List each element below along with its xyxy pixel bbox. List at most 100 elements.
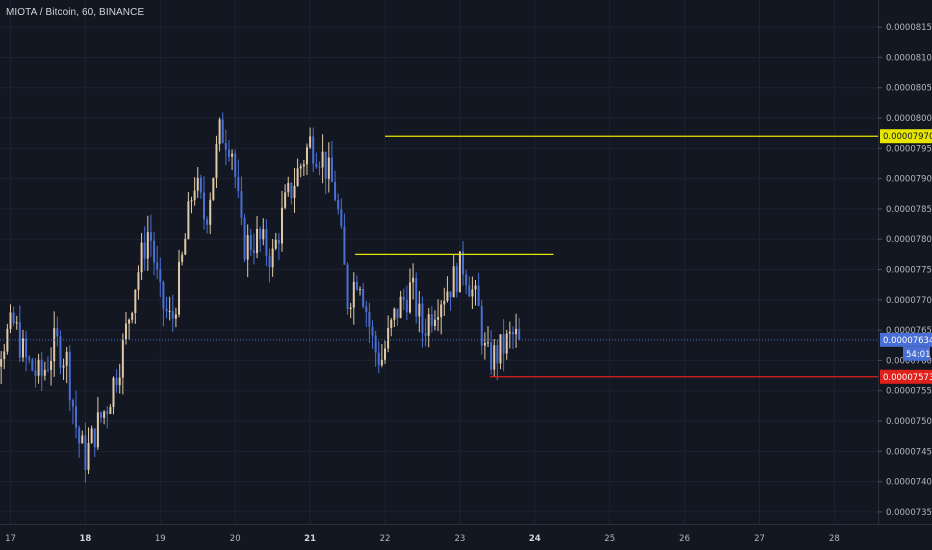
candle-body [256, 228, 259, 254]
candle-body [28, 357, 31, 360]
support-price-tag [880, 369, 932, 384]
y-tick-label: 0.00008150 [886, 23, 932, 33]
candle-body [231, 153, 234, 157]
candle-body [290, 183, 293, 199]
candle-body [496, 345, 499, 364]
candle-body [68, 351, 71, 401]
candle-body [274, 239, 277, 249]
candle-body [249, 235, 252, 251]
candle-body [309, 136, 312, 148]
candle-body [12, 312, 15, 324]
candle-body [62, 365, 65, 368]
horizontal-lines [0, 135, 878, 378]
candle-body [252, 250, 255, 254]
x-tick-label: 25 [604, 534, 615, 544]
x-tick-label: 21 [304, 534, 316, 544]
candle-body [393, 308, 396, 320]
candle-body [15, 322, 18, 324]
candle-body [480, 305, 483, 346]
candle-body [268, 255, 271, 268]
candle-body [140, 242, 143, 273]
candle-body [109, 406, 112, 414]
candle-body [143, 242, 146, 259]
candle-body [455, 266, 458, 293]
candle-body [346, 264, 349, 310]
countdown-label: 54:01 [906, 350, 931, 360]
candle-body [193, 190, 196, 201]
symbol-title[interactable]: MIOTA / Bitcoin, 60, BINANCE [6, 7, 145, 18]
candle-body [471, 289, 474, 297]
candle-body [321, 151, 324, 168]
candle-body [181, 254, 184, 262]
countdown-tag [903, 346, 930, 361]
candle-body [518, 328, 521, 340]
candle-body [511, 331, 514, 335]
candle-body [146, 232, 149, 259]
candle-body [468, 285, 471, 297]
candle-body [377, 352, 380, 366]
candle-body [153, 240, 156, 263]
candle-body [449, 291, 452, 298]
candle-body [421, 303, 424, 334]
candle-body [234, 153, 237, 177]
candle-body [78, 427, 81, 444]
candle-body [71, 400, 74, 407]
candle-body [483, 342, 486, 346]
candle-body [59, 336, 62, 368]
candle-body [46, 369, 49, 371]
candle-body [121, 339, 124, 378]
candle-body [315, 163, 318, 168]
candle-body [277, 239, 280, 244]
candle-body [284, 192, 287, 208]
x-tick-label: 28 [829, 534, 840, 544]
candle-body [90, 428, 93, 444]
candle-body [224, 142, 227, 150]
candle-body [171, 310, 174, 319]
candle-body [458, 251, 461, 293]
candle-body [21, 338, 24, 358]
candle-body [43, 369, 46, 376]
candle-body [418, 303, 421, 317]
candle-body [134, 289, 137, 313]
candle-body [281, 207, 284, 244]
candle-body [305, 147, 308, 165]
candle-body [162, 282, 165, 309]
candle-body [84, 435, 87, 470]
candle-body [174, 314, 177, 319]
candles [0, 112, 521, 483]
x-tick-label: 19 [155, 534, 166, 544]
candle-body [149, 232, 152, 241]
candle-body [209, 199, 212, 225]
candle-body [6, 328, 9, 352]
candle-body [25, 338, 28, 358]
candle-body [390, 319, 393, 329]
candle-body [387, 328, 390, 349]
candle-body [430, 314, 433, 327]
candle-body [50, 361, 53, 370]
candle-body [18, 322, 21, 358]
time-axis[interactable]: 17 18 19 20 21 22 23 24 25 26 27 28 [5, 534, 840, 544]
candle-body [0, 359, 3, 367]
candle-body [302, 164, 305, 167]
candle-body [75, 406, 78, 428]
candle-body [415, 277, 418, 317]
candle-body [9, 312, 12, 329]
candle-body [196, 177, 199, 191]
candle-body [3, 351, 6, 360]
candle-body [81, 435, 84, 444]
support-price-label: 0.00007573 [883, 373, 932, 383]
candle-body [399, 296, 402, 318]
candle-body [340, 209, 343, 227]
candle-body [53, 328, 56, 362]
resistance-price-tag [880, 129, 932, 144]
plot-area[interactable] [0, 0, 878, 524]
candle-body [365, 306, 368, 313]
x-tick-label: 18 [79, 534, 91, 544]
